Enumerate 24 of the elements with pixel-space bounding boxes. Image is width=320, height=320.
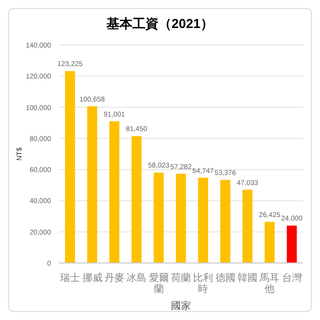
bar [286,226,297,263]
bar [65,71,75,263]
x-tick-label: 挪威 [82,272,102,284]
chart-title: 基本工資（2021） [106,15,214,33]
x-tick-label: 台灣 [282,272,302,284]
bar [198,178,208,263]
x-tick-label: 瑞士 [60,272,80,284]
bar [242,190,252,263]
bar [87,106,98,263]
x-tick-label: 丹麥 [104,272,124,284]
x-tick-label: 冰島 [126,272,147,284]
bar [154,172,164,263]
x-tick-label: 德國 [215,273,236,284]
x-tick-label: 比利時 [193,272,214,295]
bar [176,174,186,263]
bar [264,222,275,263]
x-tick-label: 韓國 [238,272,258,284]
x-tick-label: 馬耳他 [258,273,280,295]
bar [220,180,230,263]
bar [132,136,142,263]
x-axis-title: 國家 [171,300,191,312]
x-tick-label: 愛爾蘭 [148,272,169,295]
x-tick-label: 荷蘭 [171,272,191,284]
bar [109,121,120,263]
